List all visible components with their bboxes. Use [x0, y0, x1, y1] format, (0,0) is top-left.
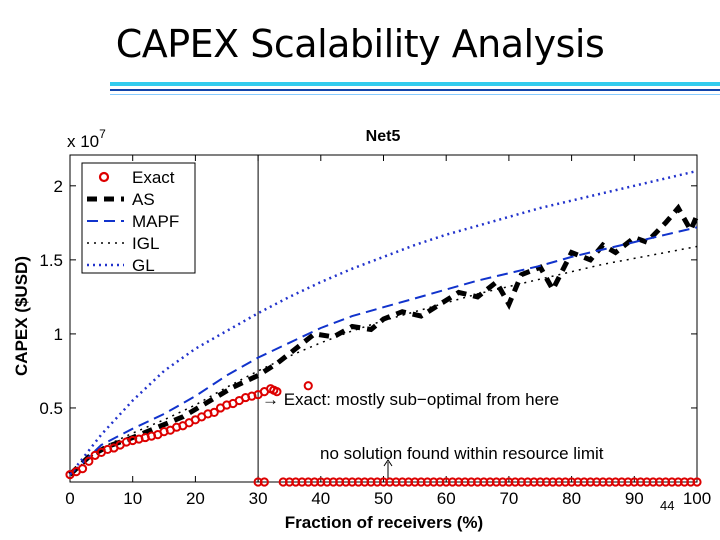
title-underline-accent	[110, 82, 720, 86]
x-tick-label: 30	[249, 489, 268, 508]
data-point-exact	[303, 381, 313, 391]
series-line-mapf	[69, 226, 698, 476]
legend-label-exact: Exact	[132, 168, 175, 187]
series-line-as	[68, 203, 700, 477]
x-tick-label: 50	[374, 489, 393, 508]
legend-label-igl: IGL	[132, 234, 159, 253]
page-number: 44	[660, 498, 675, 513]
y-axis-label: CAPEX ($USD)	[12, 256, 31, 376]
annotation-suboptimal: → Exact: mostly sub−optimal from here	[262, 390, 559, 409]
data-point-exact	[209, 407, 219, 417]
y-scale-label: x 107	[67, 127, 106, 151]
legend-marker-exact	[98, 171, 110, 183]
legend-label-gl: GL	[132, 256, 155, 275]
y-tick-label: 2	[54, 177, 63, 196]
x-tick-label: 90	[625, 489, 644, 508]
y-tick-label: 0.5	[39, 399, 63, 418]
legend-box	[81, 162, 196, 274]
legend-label-as: AS	[132, 190, 155, 209]
title-underline-light	[110, 94, 720, 95]
series-line-igl	[69, 245, 698, 476]
x-tick-label: 0	[65, 489, 74, 508]
x-tick-label: 20	[186, 489, 205, 508]
x-tick-label: 40	[311, 489, 330, 508]
x-tick-label: 100	[683, 489, 711, 508]
data-point-exact-no-solution	[259, 477, 269, 487]
x-tick-label: 60	[437, 489, 456, 508]
x-tick-label: 70	[499, 489, 518, 508]
annotation-no-solution: no solution found within resource limit	[320, 444, 604, 463]
slide-title: CAPEX Scalability Analysis	[115, 22, 605, 66]
annotation-arrowhead	[383, 459, 393, 467]
series-line-gl	[69, 169, 698, 476]
x-axis-label: Fraction of receivers (%)	[285, 513, 483, 532]
title-underline-dark	[110, 89, 720, 91]
data-point-exact	[77, 464, 88, 474]
x-tick-label: 80	[562, 489, 581, 508]
x-tick-label: 10	[123, 489, 142, 508]
y-scale-base: x 10	[67, 132, 99, 151]
chart-title: Net5	[366, 128, 401, 145]
y-scale-exponent: 7	[99, 127, 106, 141]
legend-label-mapf: MAPF	[132, 212, 179, 231]
y-tick-label: 1.5	[39, 251, 63, 270]
y-tick-label: 1	[54, 325, 63, 344]
data-point-exact-no-solution	[692, 477, 702, 487]
data-point-exact	[84, 456, 94, 466]
data-point-exact	[272, 387, 282, 397]
